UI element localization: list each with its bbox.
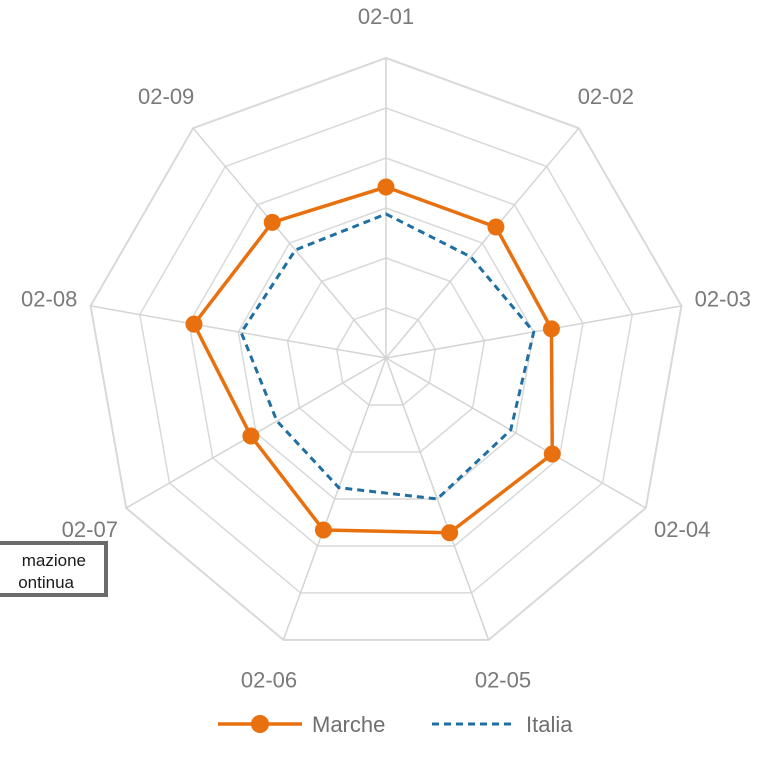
axis-label-02-03: 02-03 <box>695 287 751 312</box>
spoke-02-08 <box>90 305 387 359</box>
spoke-02-09 <box>192 127 387 359</box>
note-box: mazione ontinua <box>0 541 108 597</box>
series-line-italia <box>239 212 536 501</box>
marker-marche-02-03 <box>542 320 560 338</box>
radar-grid <box>89 56 683 641</box>
axis-label-02-05: 02-05 <box>475 667 531 692</box>
series-line-marche <box>192 185 555 535</box>
marker-marche-02-08 <box>185 315 203 333</box>
axis-label-02-01: 02-01 <box>358 4 414 29</box>
note-line-2: ontinua <box>18 573 74 592</box>
marker-marche-02-05 <box>441 524 459 542</box>
legend-label-marche: Marche <box>312 712 385 737</box>
marker-marche-02-02 <box>487 218 505 236</box>
grid-ring-5 <box>139 107 633 594</box>
marker-marche-02-07 <box>242 427 260 445</box>
marker-marche-02-09 <box>263 213 281 231</box>
axis-label-02-04: 02-04 <box>654 517 710 542</box>
grid-ring-4 <box>188 157 584 547</box>
spoke-02-04 <box>385 357 647 509</box>
axis-labels: 02-01 02-02 02-03 02-04 02-05 02-06 02-07 02-08… <box>21 4 751 692</box>
series-layer <box>185 178 561 542</box>
spoke-02-02 <box>385 127 580 359</box>
axis-label-02-02: 02-02 <box>578 84 634 109</box>
grid-ring-1 <box>335 307 437 406</box>
legend-marker-marche <box>251 715 269 733</box>
grid-ring-3 <box>237 207 535 500</box>
series-italia <box>239 212 536 501</box>
note-line-1: mazione <box>21 551 86 570</box>
legend-item-marche: Marche <box>218 712 385 737</box>
axis-label-02-08: 02-08 <box>21 287 77 312</box>
grid-ring-2 <box>286 257 486 453</box>
axis-label-02-09: 02-09 <box>138 84 194 109</box>
spoke-02-05 <box>385 357 490 641</box>
legend-label-italia: Italia <box>526 712 573 737</box>
marker-marche-02-04 <box>543 445 561 463</box>
axis-label-02-07: 02-07 <box>62 517 118 542</box>
spoke-02-06 <box>282 357 387 641</box>
legend: Marche Italia <box>218 712 573 737</box>
marker-marche-02-06 <box>314 521 332 539</box>
legend-item-italia: Italia <box>432 712 573 737</box>
marker-marche-02-01 <box>377 178 395 196</box>
series-marche <box>185 178 561 542</box>
grid-ring-6 <box>89 56 683 641</box>
axis-label-02-06: 02-06 <box>241 667 297 692</box>
